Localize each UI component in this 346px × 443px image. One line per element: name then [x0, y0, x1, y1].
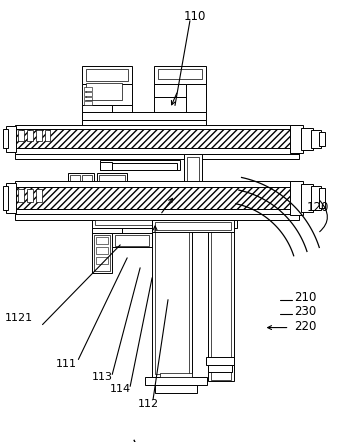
Bar	[15, 209, 300, 214]
Bar	[3, 129, 8, 148]
Text: 1121: 1121	[5, 313, 33, 323]
Bar	[15, 181, 300, 187]
Bar	[112, 105, 132, 120]
Bar	[15, 187, 300, 209]
Bar	[319, 188, 325, 208]
Bar	[82, 105, 112, 129]
Bar	[84, 97, 92, 101]
Bar	[290, 125, 303, 153]
Bar	[15, 128, 300, 148]
Bar	[205, 220, 237, 228]
Bar	[84, 92, 92, 96]
Bar	[82, 66, 132, 84]
Bar	[82, 113, 206, 120]
Bar	[155, 223, 189, 374]
Bar	[82, 120, 206, 128]
Bar	[206, 358, 234, 365]
Text: 114: 114	[110, 385, 131, 394]
Bar	[311, 186, 321, 210]
Bar	[6, 183, 16, 213]
Text: 210: 210	[294, 291, 317, 304]
Text: 111: 111	[55, 359, 76, 369]
Bar	[145, 377, 207, 385]
Bar	[99, 175, 125, 181]
Text: 110: 110	[184, 10, 206, 23]
Bar	[15, 154, 300, 159]
Bar	[319, 132, 325, 146]
Bar	[92, 225, 122, 233]
Bar	[152, 220, 234, 232]
Bar	[86, 82, 122, 101]
Bar	[152, 220, 192, 377]
Bar	[155, 222, 231, 230]
Bar	[15, 148, 300, 154]
Bar	[154, 97, 194, 113]
Bar	[15, 214, 300, 220]
Text: 120: 120	[307, 201, 329, 214]
Bar	[154, 66, 206, 84]
Bar	[94, 235, 110, 271]
Bar	[112, 233, 152, 247]
Bar	[36, 130, 42, 141]
Bar	[82, 175, 92, 181]
Bar	[115, 235, 149, 246]
Bar	[92, 233, 112, 273]
Bar	[69, 173, 94, 181]
Bar	[186, 84, 206, 113]
Bar	[301, 184, 313, 212]
Bar	[208, 220, 234, 381]
Bar	[84, 101, 92, 105]
Bar	[311, 130, 321, 148]
Bar	[211, 223, 231, 381]
Bar	[18, 130, 24, 141]
Bar	[301, 128, 313, 150]
Bar	[96, 257, 108, 264]
Bar	[96, 247, 108, 254]
Bar	[208, 365, 232, 373]
Bar	[18, 189, 24, 202]
Bar	[100, 162, 112, 170]
Bar	[154, 84, 206, 97]
Bar	[103, 163, 177, 170]
Bar	[160, 373, 192, 377]
Bar	[95, 220, 205, 225]
Bar	[84, 86, 92, 90]
Bar	[158, 69, 202, 78]
Bar	[6, 126, 16, 152]
Bar	[187, 157, 199, 187]
Text: 220: 220	[294, 320, 317, 333]
Bar	[71, 175, 80, 181]
Bar	[92, 220, 208, 228]
Bar	[290, 181, 303, 215]
Bar	[27, 189, 33, 202]
Text: 230: 230	[294, 305, 317, 318]
Bar	[100, 160, 180, 170]
Bar	[155, 385, 197, 393]
Bar	[96, 237, 108, 244]
Bar	[15, 125, 300, 129]
Bar	[97, 173, 127, 181]
Bar	[27, 130, 33, 141]
Bar	[3, 186, 8, 210]
Bar	[36, 189, 42, 202]
Bar	[82, 84, 132, 105]
Bar	[184, 154, 202, 190]
Text: 112: 112	[138, 399, 159, 409]
Bar	[86, 69, 128, 81]
Bar	[45, 130, 51, 141]
Text: 113: 113	[92, 373, 113, 382]
